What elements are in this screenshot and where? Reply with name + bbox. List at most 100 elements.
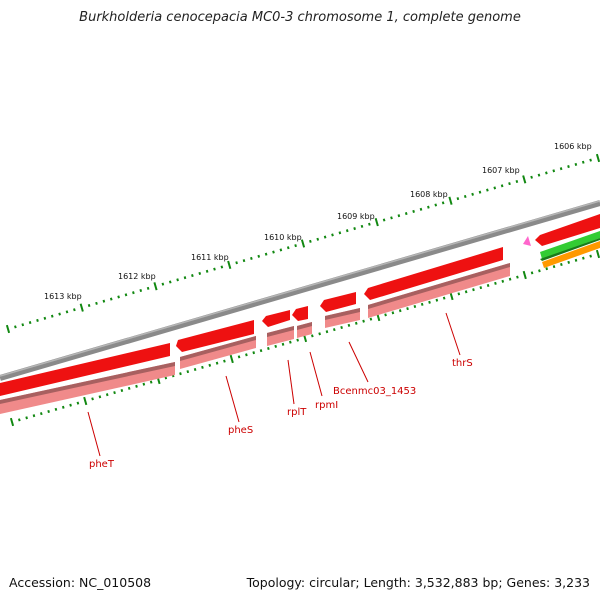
outer-minor-tick [198, 271, 202, 275]
inner-minor-tick [391, 311, 395, 315]
outer-minor-tick [21, 323, 25, 327]
inner-minor-tick [552, 265, 556, 269]
outer-minor-tick [345, 229, 349, 233]
outer-minor-tick [161, 282, 165, 286]
inner-minor-tick [91, 397, 94, 401]
outer-major-tick [595, 153, 600, 163]
inner-minor-tick [354, 321, 358, 325]
outer-minor-tick [397, 214, 401, 218]
inner-minor-tick [501, 279, 505, 283]
inner-minor-tick [237, 355, 241, 359]
tick-label-1613: 1613 kbp [44, 292, 82, 301]
outer-minor-tick [139, 288, 143, 293]
outer-minor-tick [537, 173, 541, 177]
outer-major-tick [374, 218, 379, 227]
outer-minor-tick [589, 158, 592, 162]
inner-minor-tick [120, 388, 124, 393]
outer-minor-tick [463, 194, 467, 199]
outer-minor-tick [264, 252, 268, 256]
accession-text: Accession: NC_010508 [9, 575, 152, 590]
inner-minor-tick [47, 409, 50, 414]
outer-minor-tick [50, 314, 54, 318]
inner-minor-tick [18, 418, 21, 422]
orange-feature[interactable] [542, 241, 600, 268]
outer-minor-tick [390, 216, 393, 220]
outer-minor-tick [581, 160, 585, 164]
inner-minor-tick [464, 290, 468, 294]
inner-minor-tick [384, 313, 387, 317]
tick-label-1607: 1607 kbp [482, 166, 520, 175]
outer-minor-tick [486, 188, 489, 192]
gene-arrow-rplt[interactable] [262, 310, 290, 327]
inner-minor-tick [545, 267, 549, 271]
outer-minor-tick [574, 162, 578, 166]
outer-minor-tick [257, 254, 261, 258]
inner-minor-tick [289, 340, 292, 344]
inner-minor-tick [259, 349, 263, 353]
outer-minor-tick [28, 321, 32, 325]
outer-minor-tick [500, 184, 504, 188]
outer-minor-tick [65, 310, 69, 314]
outer-minor-tick [102, 299, 106, 303]
outer-minor-tick [316, 237, 320, 241]
tick-label-1606: 1606 kbp [554, 142, 592, 151]
topology-text: Topology: circular; Length: 3,532,883 bp… [246, 575, 590, 590]
inner-minor-tick [281, 342, 285, 346]
inner-minor-tick [567, 260, 571, 264]
inner-minor-tick [223, 359, 226, 363]
gene-arrow-rpmi[interactable] [292, 306, 308, 321]
outer-minor-tick [412, 209, 415, 213]
inner-minor-tick [318, 332, 321, 336]
outer-minor-tick [168, 280, 172, 284]
outer-major-tick [300, 239, 306, 248]
outer-major-tick [227, 260, 232, 269]
gene-label-phes[interactable]: pheS [228, 425, 253, 436]
inner-minor-tick [135, 384, 138, 388]
gene-label-rpmi[interactable]: rpmI [315, 400, 338, 411]
gene-arrow-phet[interactable] [0, 343, 170, 396]
gene-arrow-right[interactable] [535, 214, 600, 246]
inner-ticks [9, 249, 600, 427]
outer-minor-tick [478, 190, 482, 194]
inner-minor-tick [113, 391, 116, 395]
outer-minor-tick [368, 222, 371, 226]
inner-minor-tick [494, 281, 497, 285]
outer-minor-tick [419, 207, 423, 211]
inner-minor-tick [325, 330, 329, 334]
inner-minor-tick [54, 407, 58, 411]
outer-major-tick [5, 324, 11, 334]
inner-minor-tick [252, 351, 256, 355]
gene-arrow-thrs[interactable] [364, 247, 503, 300]
inner-minor-tick [98, 395, 102, 399]
inner-minor-tick [538, 269, 541, 273]
outer-major-tick [522, 175, 527, 184]
outer-minor-tick [146, 286, 150, 290]
outer-minor-tick [530, 175, 533, 179]
gene-arrow-bcenmc03-1453[interactable] [320, 292, 356, 312]
gene-label-rplt[interactable]: rplT [287, 407, 307, 418]
outer-minor-tick [205, 269, 209, 273]
inner-minor-tick [413, 304, 417, 309]
inner-minor-tick [332, 328, 336, 332]
gene-label-phet[interactable]: pheT [89, 459, 115, 470]
outer-minor-tick [220, 265, 224, 269]
pink-marker-icon[interactable] [523, 236, 531, 246]
gene-label-bcenmc03-1453[interactable]: Bcenmc03_1453 [333, 386, 416, 397]
inner-minor-tick [406, 307, 409, 311]
inner-minor-tick [149, 380, 153, 384]
inner-minor-tick [267, 346, 270, 351]
outer-minor-tick [176, 278, 179, 282]
inner-minor-tick [574, 258, 578, 262]
outer-minor-tick [545, 171, 548, 175]
gene-arrow-phes[interactable] [176, 320, 254, 352]
outer-minor-tick [235, 261, 238, 265]
outer-minor-tick [14, 325, 17, 329]
outer-minor-tick [309, 239, 312, 243]
gene-label-thrs[interactable]: thrS [452, 358, 473, 369]
inner-minor-tick [193, 367, 197, 372]
outer-minor-tick [286, 246, 290, 250]
outer-minor-tick [515, 179, 519, 184]
green-feature[interactable] [540, 231, 600, 259]
outer-minor-tick [124, 293, 128, 297]
